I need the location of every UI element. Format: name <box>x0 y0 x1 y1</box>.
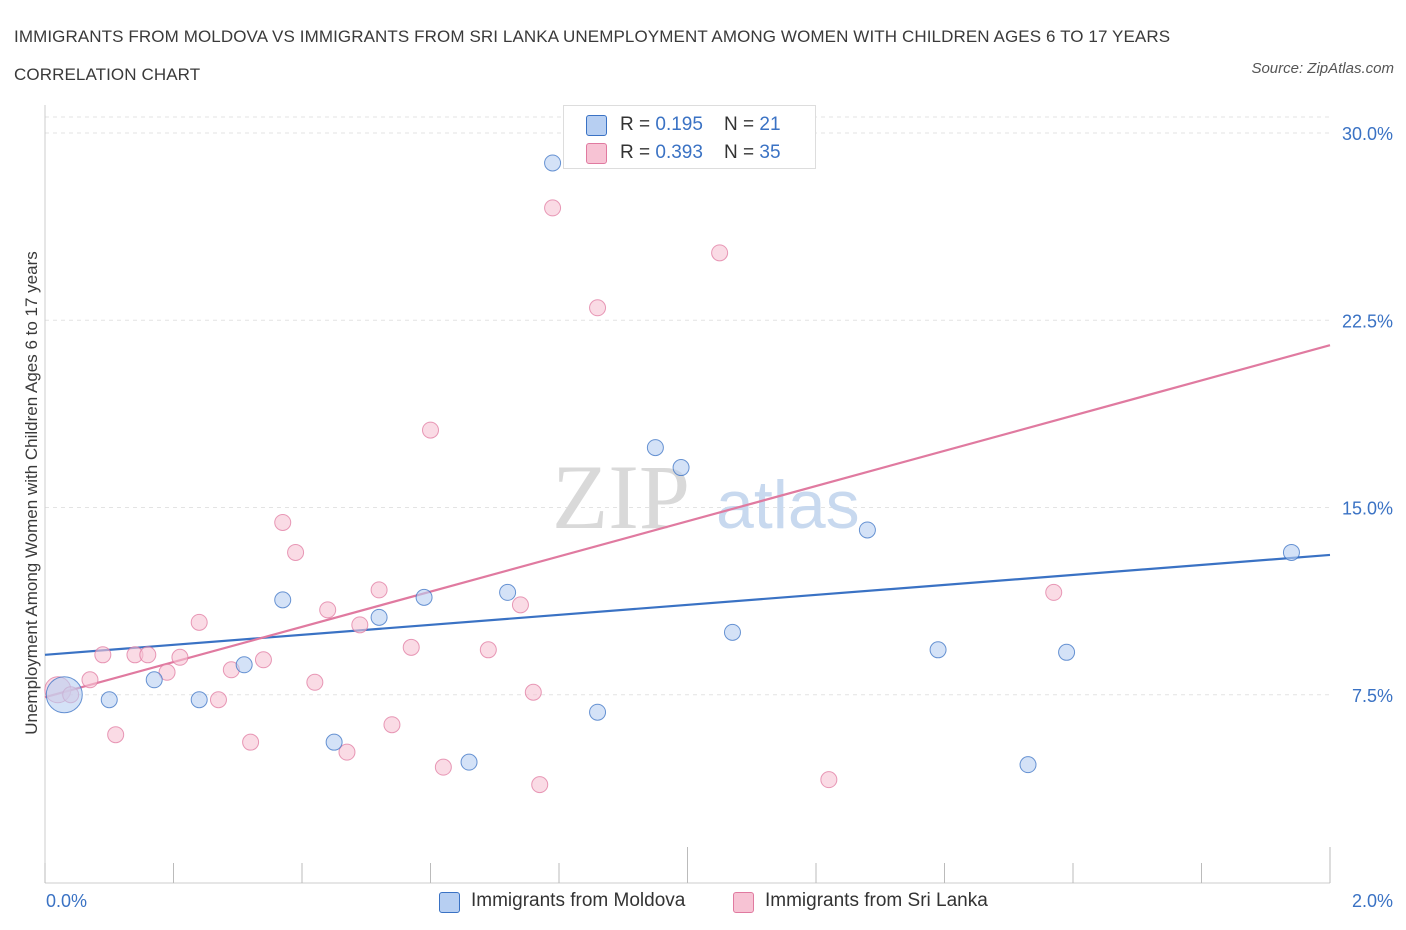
point-srilanka <box>338 743 356 761</box>
point-moldova <box>190 691 208 709</box>
point-srilanka <box>81 671 99 689</box>
correlation-legend: R = 0.195 N = 21 R = 0.393 N = 35 <box>563 105 816 169</box>
grid-layer <box>45 116 1330 696</box>
legend-n-value-srilanka: 35 <box>759 142 781 163</box>
point-moldova <box>1058 643 1076 661</box>
point-srilanka <box>422 421 439 439</box>
point-moldova <box>858 521 876 539</box>
point-srilanka <box>711 244 729 262</box>
point-srilanka <box>544 199 562 217</box>
point-moldova <box>1282 543 1300 561</box>
legend-swatch-moldova <box>586 115 607 136</box>
point-moldova <box>235 656 253 674</box>
point-moldova <box>415 588 433 606</box>
y-tick-label: 22.5% <box>1342 311 1393 331</box>
point-srilanka <box>479 641 497 659</box>
y-tick-label: 15.0% <box>1342 499 1393 519</box>
legend-r-label: R = <box>620 142 656 163</box>
y-tick-label: 30.0% <box>1342 124 1393 144</box>
point-srilanka <box>351 616 369 634</box>
point-moldova <box>672 459 690 477</box>
point-moldova <box>460 753 478 771</box>
point-moldova <box>499 583 517 601</box>
bottom-legend-label-moldova: Immigrants from Moldova <box>471 890 686 911</box>
point-moldova <box>929 641 947 659</box>
point-srilanka <box>306 673 324 691</box>
y-tick-label: 7.5% <box>1352 686 1393 706</box>
x-tick-label-max: 2.0% <box>1352 891 1393 911</box>
point-srilanka <box>242 733 260 751</box>
bottom-legend-swatch-moldova <box>439 892 460 913</box>
point-srilanka <box>107 726 125 744</box>
point-moldova <box>325 733 343 751</box>
point-srilanka <box>287 543 305 561</box>
point-srilanka <box>383 716 401 734</box>
point-srilanka <box>94 646 112 664</box>
point-srilanka <box>434 758 452 776</box>
trend-layer <box>44 344 1331 699</box>
legend-n-label: N = <box>724 142 760 163</box>
point-srilanka <box>370 581 388 599</box>
legend-swatch-srilanka <box>586 143 607 164</box>
trend-line-moldova <box>44 553 1331 656</box>
bottom-legend-swatch-srilanka <box>733 892 754 913</box>
trend-line-srilanka <box>44 344 1331 699</box>
point-srilanka <box>319 601 337 619</box>
bottom-legend-label-srilanka: Immigrants from Sri Lanka <box>765 890 988 911</box>
point-moldova <box>274 591 292 609</box>
point-srilanka <box>511 596 529 614</box>
point-srilanka <box>524 683 542 701</box>
point-srilanka <box>190 613 208 631</box>
watermark-atlas: atlas <box>716 467 860 543</box>
source-label: Source: ZipAtlas.com <box>1251 60 1394 77</box>
legend-r-label: R = <box>620 114 656 135</box>
legend-r-value-moldova: 0.195 <box>655 114 703 135</box>
point-moldova <box>589 703 607 721</box>
watermark-zip: ZIP <box>552 446 690 548</box>
point-moldova <box>45 676 83 714</box>
point-srilanka <box>531 776 549 794</box>
point-moldova <box>100 691 118 709</box>
point-srilanka <box>139 646 157 664</box>
point-srilanka <box>402 638 420 656</box>
legend-n-value-moldova: 21 <box>759 114 781 135</box>
legend-n-label: N = <box>724 114 760 135</box>
legend-r-value-srilanka: 0.393 <box>655 142 703 163</box>
x-tick-label-min: 0.0% <box>46 891 87 911</box>
point-srilanka <box>820 771 838 789</box>
point-srilanka <box>171 648 189 666</box>
axes-layer <box>44 105 1331 884</box>
point-moldova <box>1019 756 1037 774</box>
labels-layer: 7.5% 15.0% 22.5% 30.0% 0.0% 2.0% <box>46 124 1393 911</box>
point-srilanka <box>274 513 292 531</box>
y-axis-label: Unemployment Among Women with Children A… <box>22 251 41 735</box>
point-moldova <box>544 154 562 172</box>
point-srilanka <box>158 663 176 681</box>
point-moldova <box>145 671 163 689</box>
point-moldova <box>370 608 388 626</box>
point-srilanka <box>1045 583 1063 601</box>
point-srilanka <box>209 691 227 709</box>
point-moldova <box>646 439 664 457</box>
point-srilanka <box>254 651 272 669</box>
point-srilanka <box>589 299 607 317</box>
chart-title: IMMIGRANTS FROM MOLDOVA VS IMMIGRANTS FR… <box>14 27 1171 84</box>
point-moldova <box>723 623 741 641</box>
